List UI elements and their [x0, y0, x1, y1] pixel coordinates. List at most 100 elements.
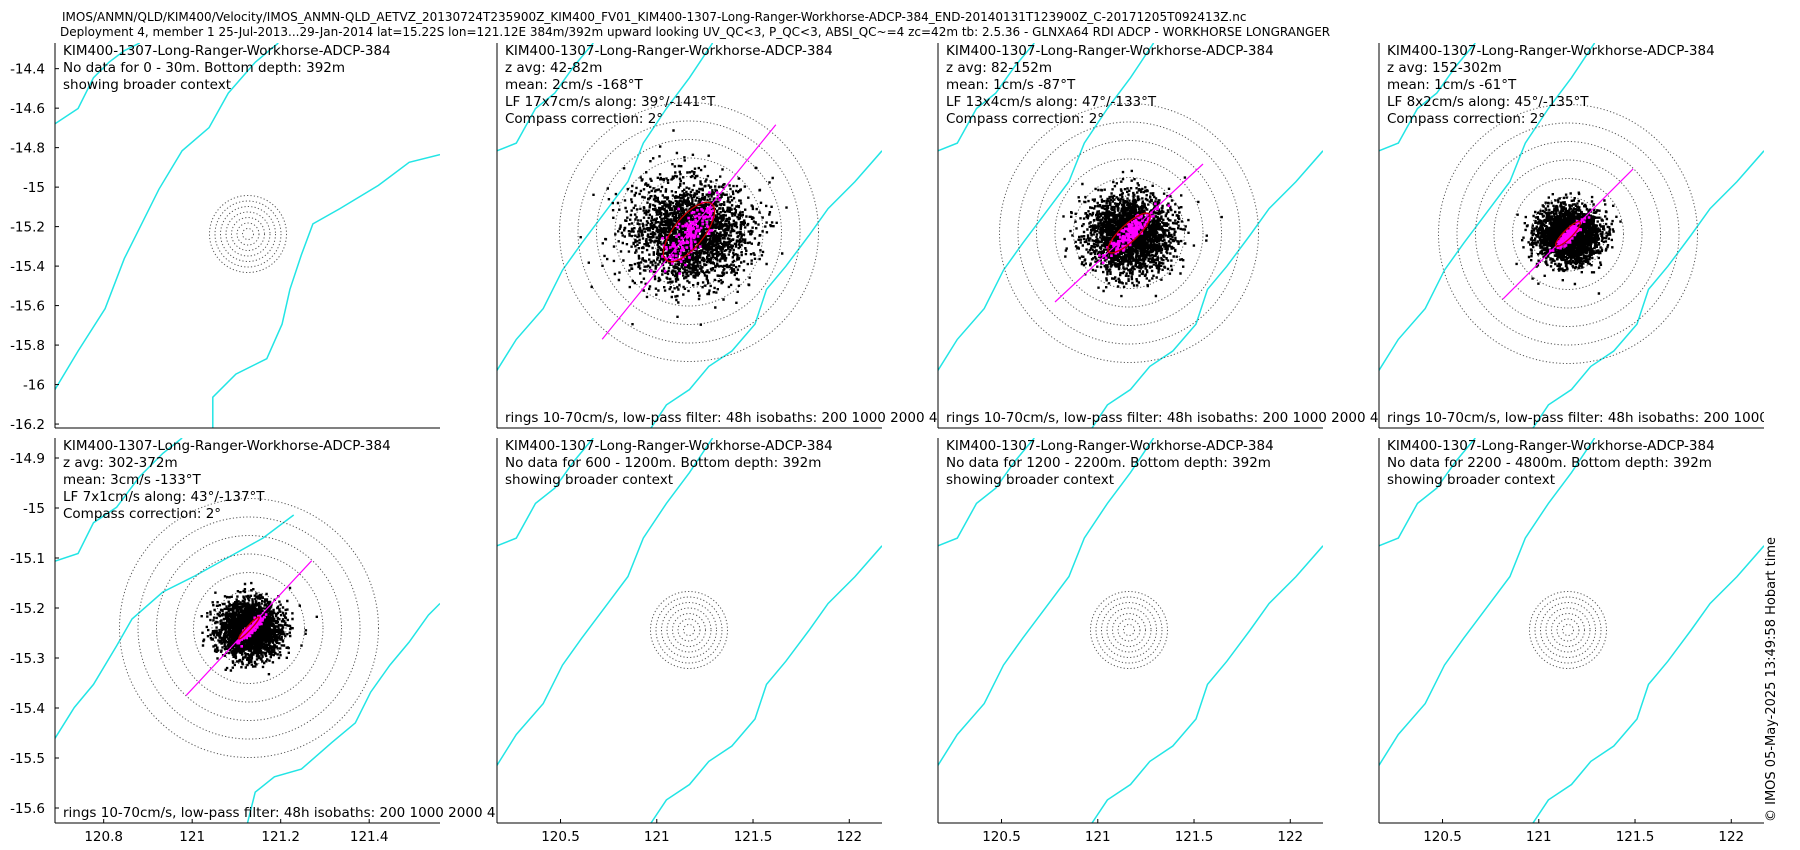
- panel-info-line: LF 7x1cm/s along: 43°/-137°T: [63, 489, 265, 505]
- x-tick-label: 122: [836, 829, 862, 845]
- x-tick-label: 121: [179, 829, 205, 845]
- x-tick-label: 122: [1277, 829, 1303, 845]
- speed-ring: [174, 553, 324, 703]
- velocity-scatter: [579, 129, 788, 326]
- isobath-line: [55, 43, 279, 390]
- panel-info-line: LF 17x7cm/s along: 39°/-141°T: [505, 94, 716, 110]
- panel-info-line: No data for 0 - 30m. Bottom depth: 392m: [63, 60, 345, 76]
- speed-ring: [231, 217, 265, 251]
- speed-ring: [1545, 607, 1591, 653]
- y-tick-label: -15.4: [10, 259, 45, 275]
- lf-variance-ellipse: [1107, 212, 1151, 254]
- panel-3-plot-area: [938, 43, 1323, 428]
- panel-info-line: mean: 3cm/s -133°T: [63, 472, 202, 488]
- speed-ring: [1112, 613, 1146, 647]
- x-tick-label: 122: [1718, 829, 1744, 845]
- isobath-line: [497, 43, 594, 152]
- lf-variance-ellipse: [662, 201, 716, 263]
- panel-7-plot-area: [938, 438, 1323, 823]
- x-tick-label: 121.5: [734, 829, 773, 845]
- low-pass-points: [649, 191, 721, 275]
- x-tick-label: 120.5: [1423, 829, 1462, 845]
- low-pass-points: [235, 613, 268, 648]
- panel-info-line: showing broader context: [1387, 472, 1555, 488]
- panel-title: KIM400-1307-Long-Ranger-Workhorse-ADCP-3…: [505, 438, 833, 454]
- isobath-line: [497, 43, 714, 371]
- y-tick-label: -14.8: [10, 141, 45, 157]
- speed-ring: [1551, 613, 1585, 647]
- x-tick-label: 121.2: [261, 829, 300, 845]
- x-tick-label: 121: [1526, 829, 1552, 845]
- y-tick-label: -15.3: [10, 651, 45, 667]
- panel-info-line: Compass correction: 2°: [63, 506, 221, 522]
- speed-ring: [677, 618, 701, 642]
- panel-title: KIM400-1307-Long-Ranger-Workhorse-ADCP-3…: [1387, 43, 1715, 59]
- panel-1-plot-area: [55, 43, 440, 428]
- panel-7: 120.5 121 121.5 122 KIM400-1307-Long-Ranger-…: [937, 438, 1323, 845]
- panel-6: 120.5 121 121.5 122 KIM400-1307-Long-Ranger-…: [496, 438, 882, 845]
- panel-5: -14.9 -15 -15.1 -15.2 -15.3 -15.4 -15.5 -15.6 12…: [10, 438, 521, 845]
- y-tick-label: -15.2: [10, 220, 45, 236]
- panel-info-line: z avg: 82-152m: [946, 60, 1052, 76]
- copyright-timestamp: © IMOS 05-May-2025 13:49:58 Hobart time: [1764, 537, 1779, 822]
- speed-ring: [999, 103, 1259, 363]
- speed-ring: [672, 613, 706, 647]
- y-tick-label: -16.2: [10, 417, 45, 433]
- speed-ring: [1017, 121, 1241, 345]
- panel-footer: rings 10-70cm/s, low-pass filter: 48h is…: [505, 410, 963, 426]
- speed-ring: [1054, 158, 1204, 308]
- y-tick-label: -16: [23, 378, 45, 394]
- isobath-line: [938, 43, 1155, 371]
- panel-info-line: z avg: 302-372m: [63, 455, 178, 471]
- isobath-line: [1379, 43, 1476, 152]
- figure-title-line-1: IMOS/ANMN/QLD/KIM400/Velocity/IMOS_ANMN-…: [62, 10, 1247, 24]
- speed-ring: [577, 120, 801, 344]
- panel-footer: rings 10-70cm/s, low-pass filter: 48h is…: [63, 805, 521, 821]
- low-pass-points: [1549, 216, 1591, 252]
- speed-ring: [1562, 624, 1574, 636]
- isobath-line: [55, 514, 295, 739]
- speed-ring: [1036, 140, 1222, 326]
- isobath-line: [497, 438, 714, 766]
- x-tick-label: 120.8: [84, 829, 123, 845]
- speed-ring: [214, 200, 282, 268]
- panel-title: KIM400-1307-Long-Ranger-Workhorse-ADCP-3…: [946, 43, 1274, 59]
- panel-info-line: mean: 1cm/s -87°T: [946, 77, 1076, 93]
- isobath-line: [1379, 438, 1476, 547]
- panel-title: KIM400-1307-Long-Ranger-Workhorse-ADCP-3…: [946, 438, 1274, 454]
- isobath-line: [55, 43, 141, 125]
- panel-title: KIM400-1307-Long-Ranger-Workhorse-ADCP-3…: [63, 438, 391, 454]
- y-tick-label: -15.2: [10, 601, 45, 617]
- isobath-line: [1379, 43, 1596, 371]
- isobath-line: [497, 438, 594, 547]
- isobath-line: [938, 43, 1035, 152]
- speed-ring: [1438, 104, 1698, 364]
- speed-ring: [1512, 178, 1624, 290]
- speed-ring: [1123, 624, 1135, 636]
- panel-5-plot-area: [55, 438, 440, 823]
- speed-ring: [650, 591, 728, 669]
- low-pass-points: [1098, 202, 1171, 264]
- panel-2-plot-area: [497, 43, 882, 428]
- x-tick-label: 121.5: [1616, 829, 1655, 845]
- panel-info-line: Compass correction: 2°: [1387, 111, 1545, 127]
- speed-ring: [225, 211, 271, 257]
- isobath-line: [938, 438, 1155, 766]
- isobath-line: [938, 438, 1035, 547]
- y-tick-label: -15.4: [10, 701, 45, 717]
- y-tick-label: -15.8: [10, 338, 45, 354]
- panel-info-line: showing broader context: [63, 77, 231, 93]
- speed-ring: [1117, 618, 1141, 642]
- y-tick-label: -15.6: [10, 299, 45, 315]
- speed-ring: [1540, 602, 1596, 658]
- speed-ring: [209, 195, 287, 273]
- y-tick-label: -14.9: [10, 451, 45, 467]
- speed-ring: [683, 624, 695, 636]
- panel-info-line: No data for 600 - 1200m. Bottom depth: 3…: [505, 455, 821, 471]
- y-tick-label: -15: [23, 501, 45, 517]
- x-tick-label: 121: [1085, 829, 1111, 845]
- speed-ring: [156, 535, 342, 721]
- panel-info-line: LF 13x4cm/s along: 47°/-133°T: [946, 94, 1157, 110]
- x-tick-label: 121: [644, 829, 670, 845]
- speed-ring: [1556, 618, 1580, 642]
